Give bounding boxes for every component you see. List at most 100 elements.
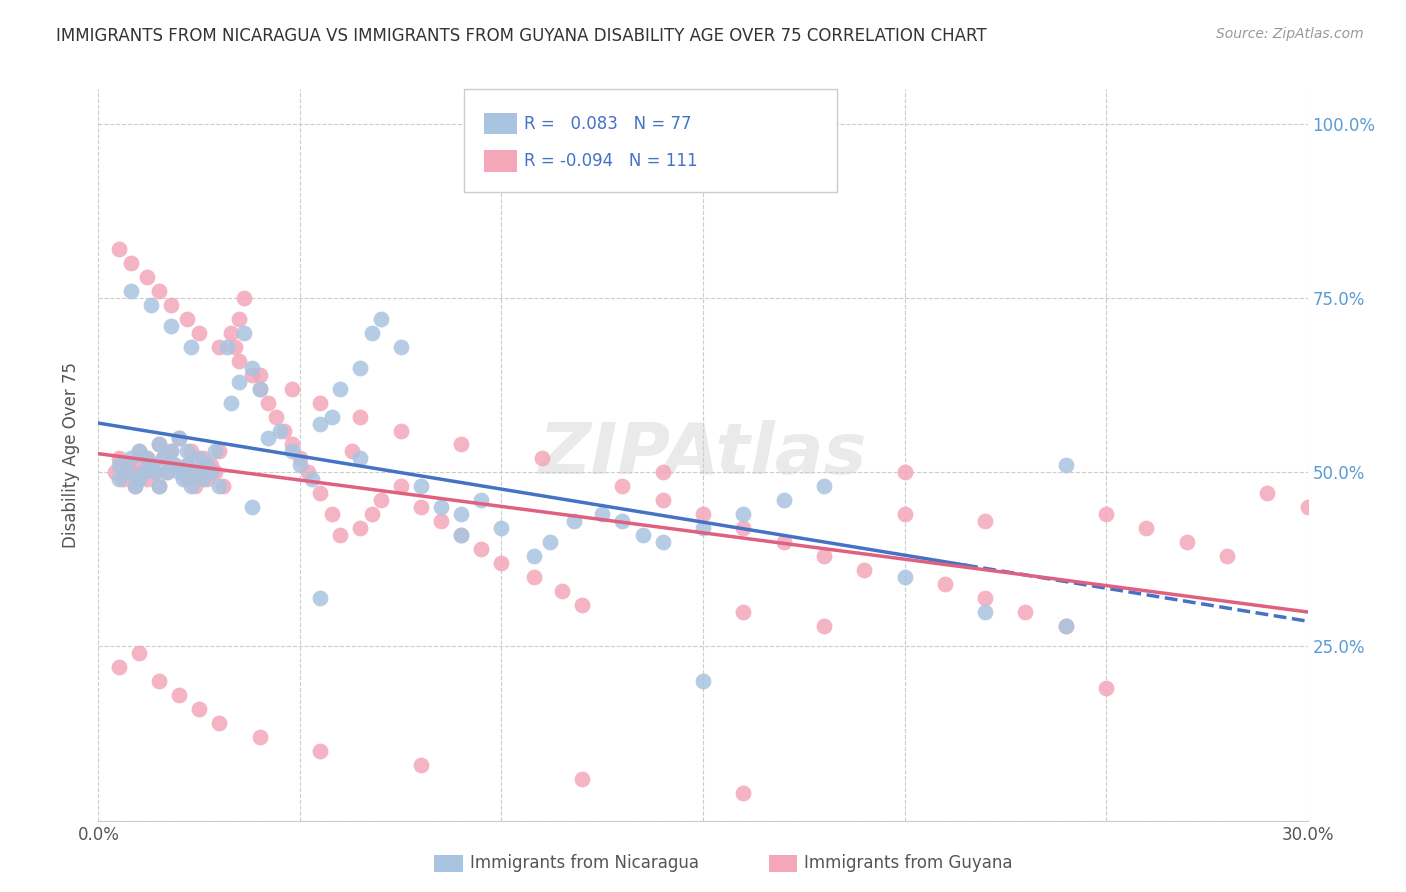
Point (188, 451, 211, 466)
Point (974, 605, 997, 619)
Point (309, 744, 332, 758)
Point (221, 326, 243, 340)
Text: R =   0.083   N = 77: R = 0.083 N = 77 (524, 115, 692, 133)
Point (115, 466, 138, 480)
Point (389, 479, 412, 493)
Point (288, 451, 311, 466)
Point (120, 451, 142, 466)
Point (212, 479, 235, 493)
Y-axis label: Disability Age Over 75: Disability Age Over 75 (62, 362, 80, 548)
Point (124, 479, 146, 493)
Point (281, 437, 304, 451)
Point (249, 382, 271, 396)
Point (167, 466, 190, 480)
Point (651, 493, 673, 508)
Point (651, 466, 673, 480)
Point (160, 444, 183, 458)
Point (853, 563, 876, 577)
Point (321, 409, 343, 424)
Point (551, 583, 574, 598)
Point (1054, 618, 1077, 632)
Point (208, 716, 231, 731)
Point (571, 598, 593, 612)
Point (232, 326, 254, 340)
Point (349, 409, 371, 424)
Point (132, 466, 155, 480)
Point (160, 444, 183, 458)
Text: R = -0.094   N = 111: R = -0.094 N = 111 (524, 153, 697, 170)
Point (1296, 500, 1319, 515)
Point (195, 472, 218, 486)
Point (370, 312, 392, 326)
Point (128, 458, 150, 473)
Point (163, 458, 186, 473)
Point (120, 256, 142, 270)
Point (692, 507, 714, 521)
Point (240, 500, 263, 515)
Point (491, 556, 513, 570)
Point (167, 430, 190, 444)
Point (1014, 605, 1036, 619)
Point (249, 382, 271, 396)
Point (813, 549, 835, 563)
Point (389, 424, 412, 438)
Point (156, 466, 179, 480)
Point (934, 576, 956, 591)
Point (523, 570, 546, 584)
Point (152, 451, 174, 466)
Point (124, 479, 146, 493)
Point (1175, 535, 1198, 549)
Point (221, 395, 243, 409)
Point (103, 466, 125, 480)
Point (107, 472, 129, 486)
Point (1135, 521, 1157, 535)
Text: ZIPAtlas: ZIPAtlas (538, 420, 868, 490)
Point (269, 424, 291, 438)
Point (204, 444, 226, 458)
Point (132, 466, 155, 480)
Point (450, 528, 472, 542)
Point (128, 444, 150, 458)
Point (450, 437, 472, 451)
Point (176, 444, 198, 458)
Point (692, 674, 714, 689)
Point (188, 326, 211, 340)
Point (167, 688, 190, 702)
Point (188, 466, 211, 480)
Point (530, 451, 553, 466)
Point (135, 472, 157, 486)
Point (1095, 681, 1118, 696)
Point (193, 451, 215, 466)
Point (409, 758, 432, 772)
Point (176, 312, 198, 326)
Point (228, 354, 250, 368)
Point (813, 618, 835, 632)
Point (733, 507, 755, 521)
Point (148, 479, 170, 493)
Point (321, 507, 343, 521)
Point (591, 507, 613, 521)
Point (281, 382, 304, 396)
Point (135, 451, 157, 466)
Point (107, 660, 129, 674)
Point (176, 458, 198, 473)
Point (148, 437, 170, 451)
Point (228, 312, 250, 326)
Text: Source: ZipAtlas.com: Source: ZipAtlas.com (1216, 27, 1364, 41)
Point (813, 479, 835, 493)
Point (349, 360, 371, 375)
Point (195, 458, 218, 473)
Point (148, 674, 170, 689)
Point (200, 466, 222, 480)
Point (523, 549, 546, 563)
Point (288, 458, 311, 473)
Point (139, 298, 162, 312)
Point (612, 514, 634, 528)
Point (172, 466, 194, 480)
Point (184, 466, 207, 480)
Point (256, 430, 278, 444)
Point (430, 500, 453, 515)
Point (208, 444, 231, 458)
Point (264, 409, 287, 424)
Point (188, 702, 211, 716)
